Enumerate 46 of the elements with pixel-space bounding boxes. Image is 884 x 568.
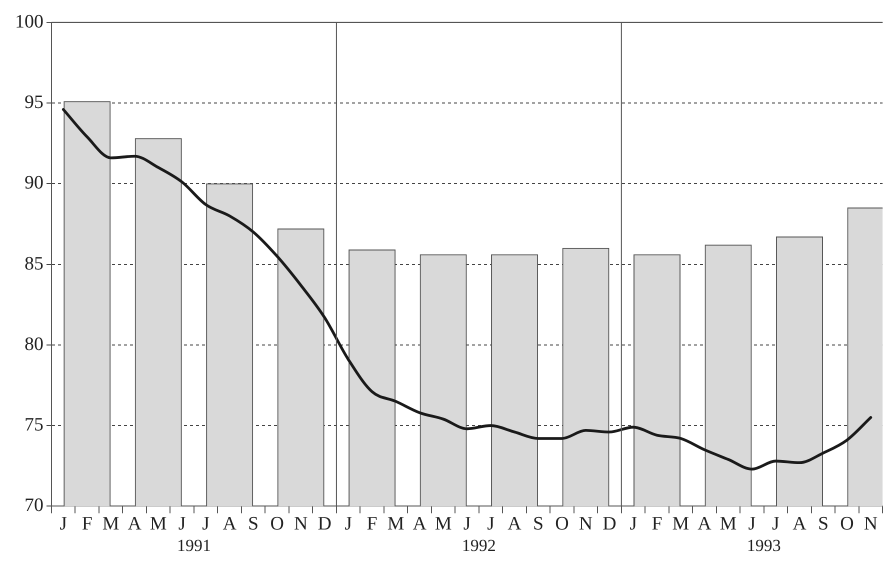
x-tick-label: S [818,514,829,535]
x-tick-label: N [294,514,308,535]
text: 1993 [746,536,781,555]
x-tick-label: F [652,514,662,535]
x-tick-label: O [840,514,854,535]
x-tick-label: J [178,514,186,535]
x-tick-label: M [434,514,452,535]
x-tick-label: F [366,514,378,535]
x-tick-label: D [318,514,332,535]
x-tick-label: M [102,514,120,535]
x-tick-label: M [720,514,737,535]
x-tick-label: J [463,514,471,535]
x-tick-label: A [792,514,807,535]
y-tick-label: 70 [24,495,44,516]
x-tick-label: N [578,514,593,535]
y-tick-label: 95 [24,92,44,114]
x-tick-label: A [222,514,237,535]
x-tick-label: M [387,514,404,535]
x-tick-label: A [698,514,712,535]
x-tick-label: J [487,514,494,535]
y-tick-label: 80 [24,334,44,355]
x-tick-label: S [533,514,544,535]
x-tick-label: F [82,514,92,535]
x-tick-label: J [748,514,756,535]
x-tick-label: N [864,514,878,535]
x-tick-label: O [555,514,569,535]
x-tick-label: J [60,514,68,535]
x-tick-label: M [150,514,167,535]
x-tick-label: A [508,514,522,535]
text: 1992 [462,536,496,555]
x-tick-label: J [344,514,352,535]
line-series [62,108,872,471]
y-tick-label: 75 [24,414,44,436]
y-tick-label: 100 [15,11,44,32]
x-tick-label: A [128,514,142,535]
x-tick-label: O [270,514,284,535]
x-tick-label: J [202,514,210,535]
x-tick-label: J [772,514,780,535]
x-tick-label: M [672,514,690,535]
y-tick-label: 85 [24,253,44,274]
x-tick-label: J [630,514,637,535]
y-tick-label: 90 [24,172,44,194]
x-tick-label: D [602,514,616,535]
x-tick-label: A [412,514,427,535]
x-tick-label: S [248,514,259,535]
text: 1991 [176,536,211,555]
